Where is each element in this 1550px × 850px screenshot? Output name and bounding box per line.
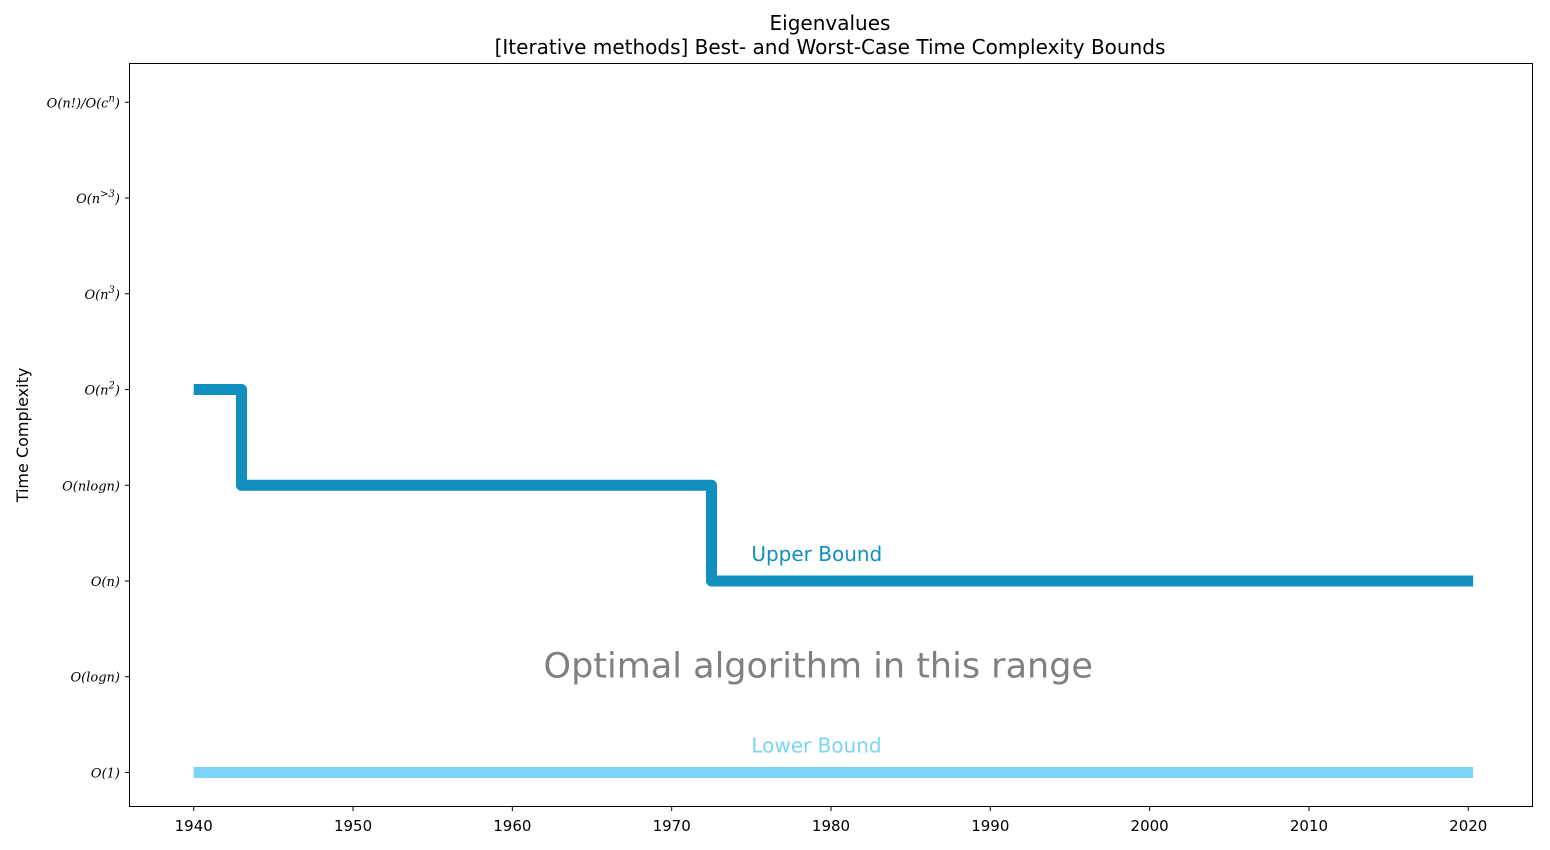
- series-layer: [193, 384, 1474, 778]
- y-tick-label-4: O(n2): [84, 381, 120, 399]
- y-tick-label-0: O(1): [91, 766, 120, 781]
- x-tick-label-4: 1980: [812, 817, 850, 835]
- annotation-layer: Optimal algorithm in this range: [544, 646, 1093, 686]
- x-tick-label-8: 2020: [1449, 817, 1487, 835]
- x-tick-label-3: 1970: [653, 817, 691, 835]
- chart-subtitle: [Iterative methods] Best- and Worst-Case…: [495, 35, 1166, 59]
- x-tick-label-0: 1940: [175, 817, 213, 835]
- y-tick-label-1: O(logn): [71, 671, 120, 686]
- series-label-layer: Upper Bound Lower Bound: [751, 542, 882, 757]
- x-tick-label-6: 2000: [1131, 817, 1169, 835]
- y-tick-label-7: O(n!)/O(cn): [47, 93, 120, 111]
- y-tick-label-3: O(nlogn): [62, 479, 120, 494]
- y-tick-label-5: O(n3): [84, 285, 120, 303]
- chart-title: Eigenvalues: [770, 11, 891, 35]
- y-tick-label-2: O(n): [91, 575, 120, 590]
- annotation-0: Optimal algorithm in this range: [544, 646, 1093, 686]
- x-tick-label-5: 1990: [971, 817, 1009, 835]
- plot-frame: [129, 63, 1533, 807]
- y-tick-layer: O(1) O(logn) O(n) O(nlogn) O(n2) O(n3) O(n>3) O…: [47, 93, 130, 781]
- y-tick-label-6: O(n>3): [76, 189, 120, 207]
- series-label-1: Lower Bound: [751, 734, 881, 758]
- x-tick-layer: 1940 1950 1960 1970 1980 1990 2000 2010 2020: [175, 806, 1487, 835]
- series-label-0: Upper Bound: [751, 542, 882, 566]
- x-tick-label-1: 1950: [334, 817, 372, 835]
- x-tick-label-7: 2010: [1290, 817, 1328, 835]
- y-axis-label: Time Complexity: [13, 368, 32, 504]
- x-tick-label-2: 1960: [493, 817, 531, 835]
- series-line-0: [193, 384, 1474, 587]
